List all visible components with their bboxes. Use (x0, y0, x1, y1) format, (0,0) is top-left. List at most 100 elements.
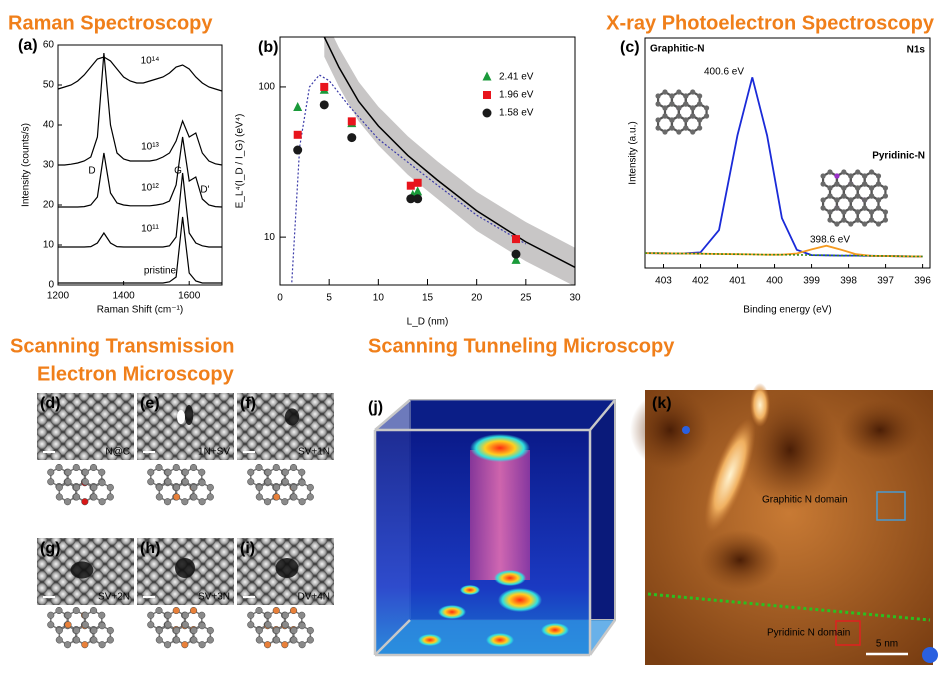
molecule-atom (683, 101, 688, 106)
molecule-atom (876, 205, 881, 210)
adsorbate (922, 647, 938, 663)
page: {"headers": ["Raman Spectroscopy", "X-ra… (0, 0, 938, 673)
molecule-atom (690, 129, 695, 134)
model-atom (182, 469, 189, 476)
molecule-atom (841, 185, 846, 190)
molecule-atom (697, 93, 702, 98)
panel-label: (g) (40, 540, 60, 557)
model-atom (265, 478, 272, 485)
molecule-atom (834, 181, 839, 186)
model-atom (299, 622, 306, 629)
molecule-atom (841, 217, 846, 222)
model-atom (182, 478, 189, 485)
panel-label: (k) (652, 395, 672, 412)
model-atom (256, 637, 263, 644)
molecule-atom (827, 185, 832, 190)
model-atom (282, 641, 289, 648)
molecule-atom (704, 105, 709, 110)
y-axis-label: Intensity (counts/s) (21, 123, 32, 207)
molecule-atom (848, 173, 853, 178)
series-label: 10¹³ (141, 142, 159, 153)
model-atom (198, 469, 205, 476)
model-atom (56, 484, 63, 491)
x-tick-label: 396 (914, 276, 931, 287)
y-axis-label: Intensity (a.u.) (628, 121, 639, 184)
model-atom (264, 641, 271, 648)
bright-ridge (750, 383, 770, 427)
molecule-atom (655, 117, 660, 122)
model-atom (190, 607, 197, 614)
molecule-atom (883, 217, 888, 222)
molecule-atom (655, 125, 660, 130)
marker-square (294, 131, 302, 139)
uncertainty-band (324, 18, 575, 287)
molecule-atom (883, 185, 888, 190)
molecule-atom (855, 169, 860, 174)
model-atom (90, 607, 97, 614)
model-atom (173, 627, 180, 634)
model-atom (73, 494, 80, 501)
x-tick-label: 0 (277, 293, 283, 304)
model-atom (291, 627, 298, 634)
model-atom (64, 498, 71, 505)
molecule-atom (690, 105, 695, 110)
annotation: Graphitic-N (650, 44, 704, 55)
model-atom (273, 464, 280, 471)
model-atom (273, 627, 280, 634)
model-atom (147, 478, 154, 485)
molecule-atom (820, 173, 825, 178)
molecule-atom (876, 181, 881, 186)
legend-marker (483, 91, 491, 99)
panel-label: (j) (368, 399, 383, 416)
model-atom (173, 607, 180, 614)
legend-label: 1.58 eV (499, 108, 534, 119)
model-atom (164, 641, 171, 648)
model-atom (307, 627, 314, 634)
y-tick-label: 100 (258, 82, 275, 93)
molecule-atom (855, 193, 860, 198)
molecule-atom (848, 197, 853, 202)
x-tick-label: 397 (877, 276, 894, 287)
plot-frame (58, 45, 222, 285)
model-atom (156, 494, 163, 501)
peak-label: D' (200, 185, 209, 196)
domain-label: Pyridinic N domain (767, 628, 850, 639)
model-atom (298, 612, 305, 619)
model-atom (207, 637, 214, 644)
model-atom (191, 637, 198, 644)
x-axis-label: L_D (nm) (407, 317, 449, 328)
model-atom (91, 627, 98, 634)
annotation: 400.6 eV (704, 67, 744, 78)
model-atom (156, 637, 163, 644)
marker-square (407, 182, 415, 190)
molecule-atom (662, 89, 667, 94)
marker-square (414, 179, 422, 187)
model-atom (282, 498, 289, 505)
marker-circle (413, 194, 422, 203)
molecule-atom (848, 205, 853, 210)
molecule-atom (820, 197, 825, 202)
plot-area (292, 18, 575, 287)
model-atom (165, 612, 172, 619)
molecule-atom (841, 209, 846, 214)
molecule-atom (862, 221, 867, 226)
molecule-atom (876, 173, 881, 178)
model-atom (291, 494, 298, 501)
model-atom (273, 484, 280, 491)
y-tick-label: 40 (43, 120, 55, 131)
panel-label: (i) (240, 540, 255, 557)
model-atom (256, 484, 263, 491)
x-tick-label: 25 (520, 293, 532, 304)
legend-marker (483, 109, 492, 118)
model-atom (290, 607, 297, 614)
molecule-atom (869, 169, 874, 174)
model-atom (90, 464, 97, 471)
spectrum-line (58, 53, 222, 165)
model-atom (82, 612, 89, 619)
dark-region (840, 400, 920, 460)
molecule-atom (662, 113, 667, 118)
model-atom (299, 479, 306, 486)
marker-circle (347, 133, 356, 142)
marker-circle (293, 146, 302, 155)
model-atom (156, 607, 163, 614)
